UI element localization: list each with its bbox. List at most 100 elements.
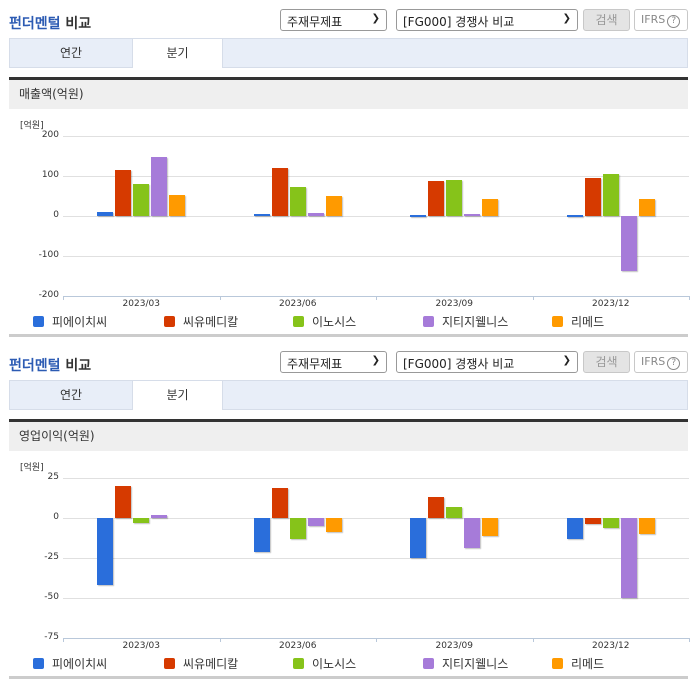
y-tick-label: 200	[41, 130, 59, 140]
bar-0[interactable]	[253, 518, 270, 552]
bar-4[interactable]	[169, 195, 186, 216]
x-tick-label: 2023/03	[122, 641, 160, 651]
bar-1[interactable]	[115, 486, 132, 518]
panel-title: 펀더멘털 비교	[9, 13, 91, 33]
legend-label: 이노시스	[312, 315, 357, 329]
bar-3[interactable]	[464, 214, 481, 216]
bar-4[interactable]	[482, 199, 499, 216]
bar-2[interactable]	[289, 187, 306, 216]
legend-swatch-icon	[293, 316, 304, 327]
bar-2[interactable]	[133, 184, 150, 216]
bar-3[interactable]	[307, 518, 324, 526]
ifrs-label: IFRS	[641, 13, 666, 26]
tab-annual[interactable]: 연간	[59, 46, 83, 60]
bar-0[interactable]	[253, 214, 270, 216]
bar-3[interactable]	[464, 518, 481, 549]
x-tick-label: 2023/06	[279, 299, 317, 309]
bar-3[interactable]	[620, 216, 637, 272]
x-tick	[63, 638, 64, 642]
chevron-down-icon: ❯	[371, 13, 380, 24]
statement-type-select[interactable]: 주재무제표 ❯	[280, 9, 387, 31]
bar-0[interactable]	[566, 518, 583, 539]
bar-2[interactable]	[289, 518, 306, 539]
legend-label: 씨유메디칼	[183, 657, 239, 671]
bar-4[interactable]	[325, 518, 342, 533]
bar-0[interactable]	[97, 518, 114, 586]
comparison-group-select[interactable]: [FG000] 경쟁사 비교 ❯	[396, 9, 578, 31]
legend-item[interactable]: 씨유메디칼	[164, 313, 238, 330]
legend-item[interactable]: 피에이치씨	[33, 655, 107, 672]
bar-4[interactable]	[482, 518, 499, 536]
bar-3[interactable]	[620, 518, 637, 598]
legend-item[interactable]: 이노시스	[293, 313, 356, 330]
bar-3[interactable]	[307, 212, 324, 216]
x-tick	[219, 296, 221, 300]
bar-3[interactable]	[151, 157, 168, 216]
comparison-group-value: [FG000] 경쟁사 비교	[403, 357, 515, 371]
bar-1[interactable]	[271, 168, 288, 216]
panel-header: 펀더멘털 비교 주재무제표 ❯ [FG000] 경쟁사 비교 ❯ 검색 IFRS?	[0, 0, 696, 38]
legend-swatch-icon	[423, 316, 434, 327]
legend-item[interactable]: 리메드	[552, 655, 604, 672]
legend-item[interactable]: 이노시스	[293, 655, 356, 672]
bar-2[interactable]	[602, 518, 619, 528]
bar-0[interactable]	[410, 518, 427, 558]
x-tick	[63, 296, 64, 300]
legend-swatch-icon	[33, 658, 44, 669]
gridline	[63, 136, 689, 137]
legend-swatch-icon	[552, 316, 563, 327]
bar-0[interactable]	[410, 215, 427, 217]
statement-type-value: 주재무제표	[287, 357, 343, 371]
bar-0[interactable]	[97, 212, 114, 216]
legend-item[interactable]: 씨유메디칼	[164, 655, 238, 672]
bar-2[interactable]	[446, 180, 463, 216]
gridline	[63, 558, 689, 559]
bar-0[interactable]	[566, 215, 583, 217]
legend-item[interactable]: 지티지웰니스	[423, 313, 508, 330]
chevron-down-icon: ❯	[371, 355, 380, 366]
comparison-group-value: [FG000] 경쟁사 비교	[403, 15, 515, 29]
legend-swatch-icon	[164, 316, 175, 327]
ifrs-help-button[interactable]: IFRS?	[634, 351, 688, 373]
bar-1[interactable]	[428, 497, 445, 518]
bar-1[interactable]	[115, 170, 132, 216]
bar-4[interactable]	[638, 518, 655, 534]
y-tick-label: -25	[44, 552, 59, 562]
x-tick	[219, 638, 221, 642]
bar-1[interactable]	[271, 487, 288, 518]
title-rest: 비교	[60, 16, 92, 32]
x-tick-label: 2023/12	[592, 299, 630, 309]
tab-quarterly[interactable]: 분기	[132, 380, 223, 410]
x-tick-label: 2023/12	[592, 641, 630, 651]
legend-item[interactable]: 피에이치씨	[33, 313, 107, 330]
x-tick	[532, 638, 534, 642]
x-tick-label: 2023/09	[435, 299, 473, 309]
bar-1[interactable]	[584, 518, 601, 525]
legend-label: 피에이치씨	[52, 315, 108, 329]
bar-chart: [억원] 25 0 -25 -50 -75 2023/03 2023/06 2023/09 202…	[9, 451, 690, 679]
statement-type-select[interactable]: 주재무제표 ❯	[280, 351, 387, 373]
bar-4[interactable]	[638, 199, 655, 216]
tab-quarterly[interactable]: 분기	[132, 38, 223, 68]
search-button[interactable]: 검색	[583, 351, 630, 373]
bar-3[interactable]	[151, 514, 168, 518]
legend-item[interactable]: 리메드	[552, 313, 604, 330]
ifrs-label: IFRS	[641, 355, 666, 368]
bar-1[interactable]	[428, 181, 445, 216]
tab-annual[interactable]: 연간	[59, 388, 83, 402]
title-accent: 펀더멘털	[9, 16, 61, 32]
legend-item[interactable]: 지티지웰니스	[423, 655, 508, 672]
legend-label: 리메드	[571, 315, 605, 329]
legend-label: 이노시스	[312, 657, 357, 671]
bar-4[interactable]	[325, 196, 342, 216]
title-accent: 펀더멘털	[9, 358, 61, 374]
legend-swatch-icon	[423, 658, 434, 669]
bar-2[interactable]	[602, 174, 619, 216]
ifrs-help-button[interactable]: IFRS?	[634, 9, 688, 31]
comparison-group-select[interactable]: [FG000] 경쟁사 비교 ❯	[396, 351, 578, 373]
metric-label: 매출액(억원)	[9, 77, 688, 109]
bar-2[interactable]	[446, 506, 463, 518]
search-button[interactable]: 검색	[583, 9, 630, 31]
bar-2[interactable]	[133, 518, 150, 523]
bar-1[interactable]	[584, 178, 601, 216]
